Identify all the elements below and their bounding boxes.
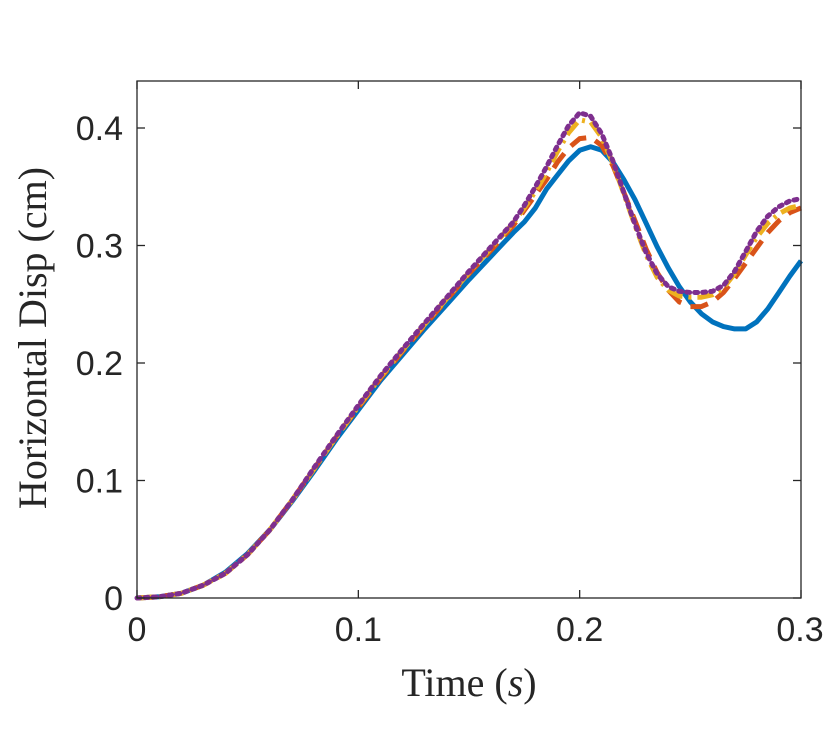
x-axis-label-variable: s (508, 660, 524, 705)
x-tick-label-0: 0 (128, 611, 147, 649)
y-tick-label-1: 0.1 (76, 463, 123, 501)
x-tick-label-2: 0.2 (556, 611, 603, 649)
x-tick-label-1: 0.1 (335, 611, 382, 649)
y-tick-label-2: 0.2 (76, 345, 123, 383)
series-layer (134, 110, 804, 601)
x-tick-label-3: 0.3 (776, 611, 823, 649)
y-tick-label-3: 0.3 (76, 228, 123, 266)
plot-area (137, 81, 801, 598)
x-axis-label-suffix: ) (523, 660, 536, 705)
y-axis-label: Horizontal Disp (cm) (10, 167, 55, 509)
y-tick-label-4: 0.4 (76, 110, 123, 148)
axes-box (136, 80, 802, 599)
y-tick-label-0: 0 (104, 580, 123, 618)
tick-layer: 0 0.1 0.2 0.3 0 0.1 0.2 0.3 0.4 (76, 81, 824, 649)
x-axis-label-prefix: Time ( (401, 660, 507, 705)
x-axis-label: Time (s) (401, 660, 536, 705)
series-line-4 (134, 110, 804, 601)
